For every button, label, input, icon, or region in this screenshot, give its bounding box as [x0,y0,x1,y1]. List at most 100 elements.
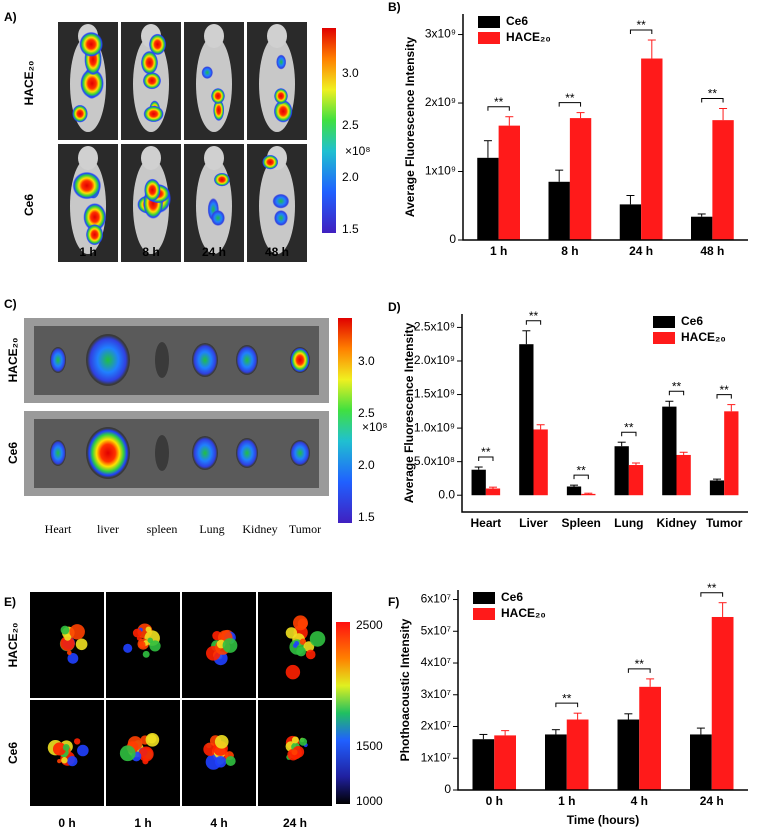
panel-label: E) [4,595,16,609]
significance-bracket [573,474,589,480]
colorbar-label: 2.0 [342,170,359,184]
significance-bracket [627,668,651,673]
pa-signal [305,649,316,660]
pa-signal [60,625,70,635]
colorbar [336,622,350,804]
x-tick-label: Kidney [656,516,696,530]
pa-signal [145,626,152,633]
bar [472,739,495,790]
organ-label: liver [97,522,119,536]
legend-swatch [653,332,675,344]
y-tick-label: 0.0 [438,487,455,501]
significance-label: ** [481,445,491,459]
x-tick-label: Liver [519,516,548,530]
legend-label: Ce6 [681,314,703,328]
y-axis-label: Average Fluorescence Intensity [402,323,416,504]
legend-label: HACE₂₀ [501,606,546,620]
tumor-signal [274,210,288,226]
bar [519,344,534,496]
pa-signal [292,643,298,648]
significance-label: ** [624,420,634,434]
pa-signal [67,756,78,767]
x-tick-label: 1 h [558,794,575,808]
pa-signal [61,757,68,764]
organ-signal [87,428,129,478]
signal [72,171,102,200]
bar [711,616,734,790]
panel-label: B) [388,0,401,14]
pa-signal [132,628,142,638]
significance-bracket [700,592,724,597]
bar [548,181,570,240]
pa-signal [52,742,67,756]
pa-signal [69,624,85,640]
pa-signal [299,737,308,746]
bar [477,157,499,240]
tumor-signal [211,88,225,104]
x-tick-label: 8 h [561,244,578,258]
y-tick-label: 5x10⁷ [421,623,451,637]
y-tick-label: 2.0x10⁹ [414,353,455,367]
signal [201,66,214,80]
colorbar-label: 3.0 [342,66,359,80]
x-tick-label: 0 h [486,794,503,808]
organ-signal [290,347,310,373]
y-tick-label: 1.5x10⁹ [414,387,455,401]
y-tick-label: 4x10⁷ [421,655,451,669]
signal [262,154,279,170]
signal [80,68,104,99]
signal [213,172,231,187]
x-tick-label: 4 h [631,794,648,808]
y-tick-label: 3x10⁹ [425,27,456,41]
bar [676,454,691,496]
bar [617,719,640,790]
legend-swatch [478,16,500,28]
pa-signal [138,641,146,648]
colorbar-unit: ×10⁸ [345,144,370,158]
bar [494,735,516,790]
column-label: 1 h [134,816,151,830]
y-axis-label: Average Fluorescence Intensity [403,37,417,218]
significance-bracket [555,702,579,708]
bar [619,204,642,240]
mouse-head [267,24,287,48]
signal [79,31,104,57]
pa-signal [309,631,326,647]
signal [142,72,162,90]
significance-label: ** [562,691,572,705]
organ-label: Tumor [289,522,321,536]
significance-bracket [621,431,637,437]
pa-signal [285,627,298,639]
bar [533,429,548,496]
significance-bracket [629,29,653,35]
legend-swatch [478,32,500,44]
significance-label: ** [576,463,586,477]
signal [148,33,167,56]
column-label: 8 h [142,245,159,259]
legend-label: Ce6 [501,590,523,604]
y-tick-label: 0 [449,232,456,246]
colorbar-label: 3.0 [358,354,375,368]
bar [566,486,582,496]
column-label: 4 h [210,816,227,830]
x-tick-label: 48 h [700,244,724,258]
pa-signal [214,734,229,749]
significance-label: ** [565,91,575,105]
y-tick-label: 2x10⁷ [421,719,451,733]
organ-strip-inner [34,419,319,488]
column-label: 24 h [283,816,307,830]
row-label: HACE₂₀ [6,623,20,668]
row-label: Ce6 [22,194,36,216]
pa-signal [296,646,306,657]
column-label: 1 h [79,245,96,259]
colorbar [322,28,336,233]
column-label: 0 h [58,816,75,830]
pa-signal [285,664,301,680]
bar [724,411,739,496]
organ-label: Heart [45,522,72,536]
signal [213,99,225,122]
colorbar [338,318,352,523]
pa-signal [77,744,89,757]
axes [462,14,748,241]
organ-signal [236,438,258,468]
